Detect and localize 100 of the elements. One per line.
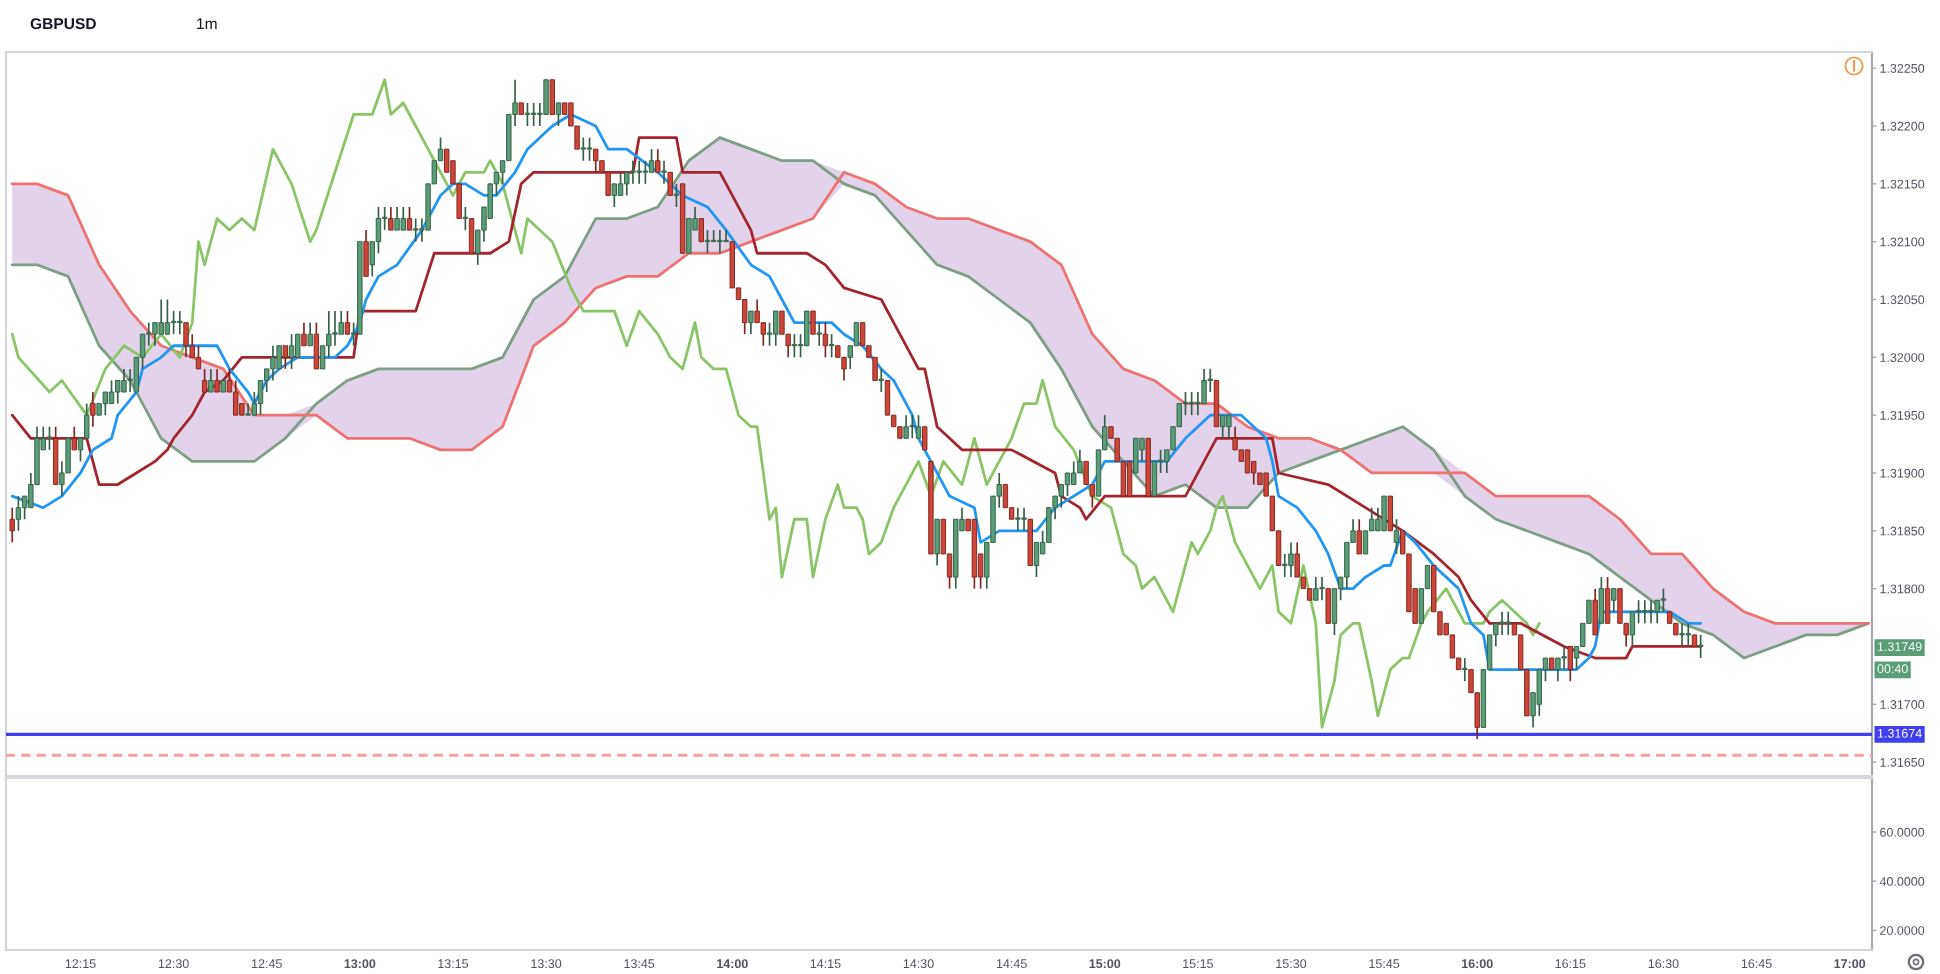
candlestick	[592, 148, 599, 174]
candlestick	[1505, 610, 1511, 636]
candlestick	[270, 344, 276, 382]
candlestick	[1561, 645, 1567, 671]
candlestick	[1064, 472, 1071, 497]
candlestick	[1648, 599, 1654, 625]
candlestick	[1288, 541, 1294, 578]
candlestick	[1226, 414, 1232, 440]
candlestick	[617, 171, 624, 197]
candlestick	[1319, 576, 1325, 602]
candlestick	[1133, 437, 1139, 474]
candlestick	[1188, 391, 1195, 416]
candlestick	[586, 136, 593, 162]
candlestick	[164, 298, 171, 336]
candlestick	[1567, 645, 1574, 682]
candlestick	[313, 321, 320, 370]
candlestick	[462, 206, 469, 231]
candlestick	[1219, 414, 1226, 440]
candlestick	[555, 102, 562, 127]
candlestick	[698, 217, 704, 243]
candlestick	[158, 298, 164, 336]
candlestick	[1313, 576, 1319, 602]
candlestick	[1244, 449, 1251, 474]
candlestick	[673, 183, 680, 208]
candlestick	[412, 217, 419, 243]
candlestick	[177, 310, 183, 336]
candlestick	[208, 368, 214, 393]
candlestick	[1393, 518, 1400, 555]
candlestick	[406, 206, 413, 231]
candlestick	[1213, 379, 1220, 428]
candlestick	[282, 344, 289, 370]
candlestick	[344, 310, 351, 336]
candlestick	[1282, 553, 1288, 578]
candlestick	[524, 102, 531, 127]
candlestick	[1071, 460, 1077, 486]
candlestick	[549, 78, 555, 116]
candlestick	[661, 159, 667, 185]
candlestick	[773, 310, 779, 347]
candlestick	[810, 310, 816, 336]
candlestick	[307, 321, 313, 347]
candlestick	[52, 425, 59, 486]
candlestick	[1642, 599, 1648, 625]
candlestick	[1462, 657, 1468, 682]
candlestick	[108, 379, 115, 405]
candlestick	[642, 159, 649, 185]
candlestick	[1604, 576, 1611, 625]
candlestick	[90, 391, 96, 428]
candlestick	[214, 368, 220, 393]
candlestick	[903, 414, 909, 440]
candlestick	[245, 402, 251, 416]
candlestick	[828, 333, 835, 359]
candlestick	[878, 368, 884, 393]
candlestick	[115, 379, 121, 405]
candlestick	[791, 333, 798, 359]
candlestick	[15, 495, 22, 532]
candlestick	[704, 229, 711, 255]
candlestick	[232, 379, 239, 416]
candlestick	[822, 321, 829, 359]
candlestick	[46, 425, 53, 451]
candlestick	[468, 218, 475, 254]
candlestick	[630, 159, 636, 185]
candlestick	[1592, 587, 1598, 636]
candlestick	[1685, 622, 1691, 648]
candlestick	[1033, 541, 1040, 578]
candlestick	[388, 206, 394, 231]
candlestick	[922, 425, 928, 451]
candlestick	[816, 321, 822, 347]
candlestick	[288, 333, 295, 370]
candlestick	[717, 229, 723, 255]
candlestick	[1356, 518, 1362, 555]
candlestick	[1660, 587, 1667, 613]
candlestick	[183, 321, 189, 359]
candlestick	[1697, 634, 1704, 659]
candlestick	[1611, 587, 1617, 613]
candlestick	[580, 136, 587, 162]
candlestick	[1598, 576, 1605, 625]
candlestick	[1126, 460, 1133, 497]
candlestick	[686, 217, 692, 255]
candlestick	[152, 321, 158, 347]
candlestick	[748, 310, 754, 336]
candlestick	[71, 425, 77, 451]
candlestick	[530, 102, 537, 127]
candlestick	[909, 414, 916, 440]
candlestick	[1325, 587, 1331, 625]
candlestick	[1015, 506, 1021, 532]
candlestick	[611, 183, 618, 208]
candlestick	[636, 159, 642, 185]
candlestick	[394, 206, 400, 231]
candlestick	[1679, 622, 1685, 648]
candlestick	[400, 206, 407, 231]
candlestick	[1381, 495, 1387, 532]
candlestick	[1499, 610, 1505, 636]
candlestick	[655, 148, 661, 174]
candlestick	[9, 506, 15, 544]
candlestick	[915, 414, 922, 440]
candlestick	[1387, 495, 1394, 532]
candlestick	[1021, 506, 1027, 532]
candlestick	[121, 368, 127, 393]
candlestick	[934, 518, 940, 567]
candlestick	[301, 321, 307, 347]
